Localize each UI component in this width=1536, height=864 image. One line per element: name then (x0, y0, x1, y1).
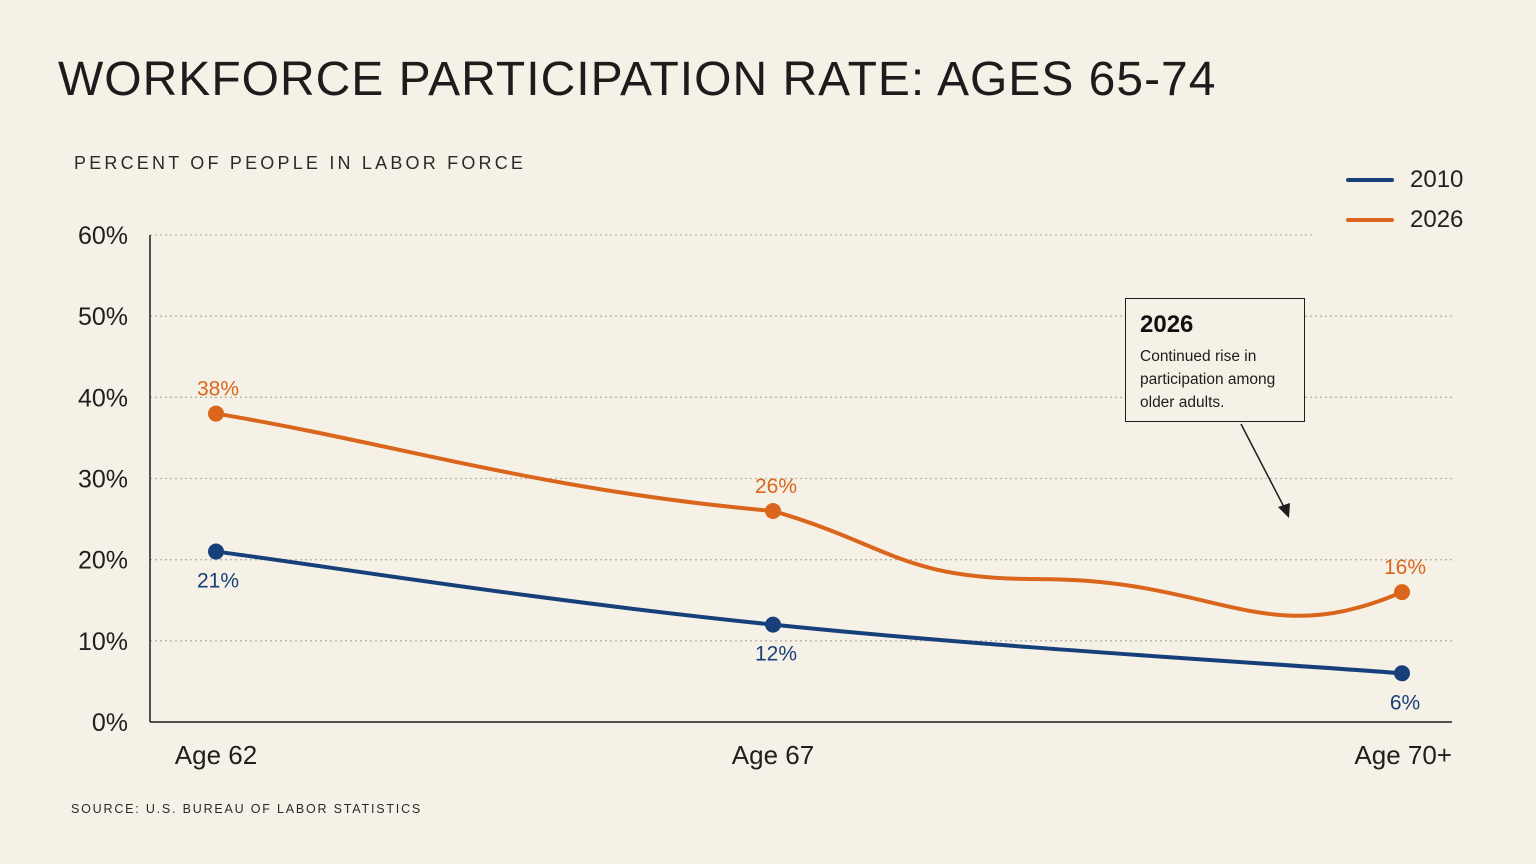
data-label-2010: 21% (197, 570, 239, 593)
annotation-title: 2026 (1140, 311, 1194, 338)
legend-swatch-2010 (1346, 178, 1394, 182)
data-point-2026 (1394, 584, 1410, 601)
axes (149, 235, 1452, 723)
data-labels: 21% 12% 6% 38% 26% 16% (197, 378, 1426, 715)
series-line-2026 (214, 411, 1404, 618)
annotation-arrow-head (1278, 503, 1290, 518)
legend-label-2026: 2026 (1410, 206, 1464, 233)
y-tick-labels: 0% 10% 20% 30% 40% 50% 60% (78, 222, 128, 737)
annotation-box: 2026 Continued rise in participation amo… (1125, 298, 1305, 422)
annotation-body: Continued rise in participation among ol… (1140, 348, 1276, 411)
data-label-2026: 16% (1384, 556, 1426, 579)
y-tick-label: 20% (78, 547, 128, 575)
legend-swatch-2026 (1346, 218, 1394, 222)
data-point-2026 (208, 405, 224, 422)
data-label-2026: 26% (755, 475, 797, 498)
y-axis-title: PERCENT OF PEOPLE IN LABOR FORCE (74, 153, 527, 173)
x-tick-labels: Age 62 Age 67 Age 70+ (175, 740, 1452, 770)
y-tick-label: 0% (92, 709, 128, 737)
data-points (208, 405, 1410, 682)
chart-title: WORKFORCE PARTICIPATION RATE: AGES 65-74 (58, 53, 1217, 106)
legend: 2010 2026 (1346, 164, 1496, 244)
series-lines (214, 411, 1404, 676)
data-point-2010 (208, 543, 224, 560)
x-tick-label: Age 67 (732, 740, 814, 770)
legend-item-2026: 2026 (1346, 204, 1496, 244)
x-tick-label: Age 70+ (1354, 740, 1452, 770)
y-tick-label: 30% (78, 466, 128, 494)
y-tick-label: 10% (78, 628, 128, 656)
series-line-2010 (214, 549, 1404, 676)
source-note: SOURCE: U.S. BUREAU OF LABOR STATISTICS (71, 802, 423, 816)
annotation-arrow-line (1240, 423, 1286, 510)
data-label-2010: 12% (755, 643, 797, 666)
y-tick-label: 50% (78, 303, 128, 331)
annotation-arrow (1240, 423, 1290, 518)
data-label-2010: 6% (1390, 691, 1420, 714)
data-label-2026: 38% (197, 378, 239, 401)
legend-item-2010: 2010 (1346, 164, 1496, 204)
data-point-2010 (1394, 665, 1410, 682)
y-tick-label: 40% (78, 384, 128, 412)
data-point-2026 (765, 502, 781, 519)
legend-label-2010: 2010 (1410, 166, 1464, 193)
x-tick-label: Age 62 (175, 740, 257, 770)
y-tick-label: 60% (78, 222, 128, 250)
data-point-2010 (765, 616, 781, 633)
